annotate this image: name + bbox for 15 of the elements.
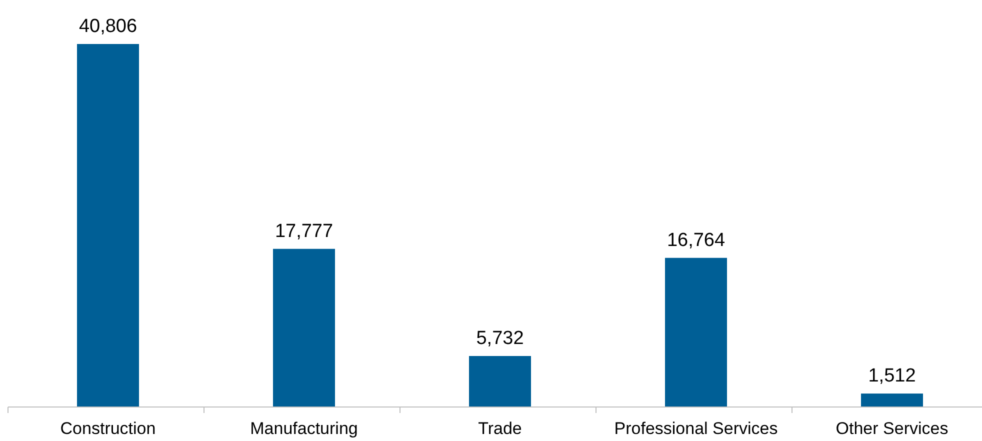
bar [469, 356, 531, 407]
x-tick-label: Manufacturing [250, 419, 358, 438]
bar [665, 258, 727, 407]
bar [861, 394, 923, 407]
data-label: 17,777 [274, 220, 334, 242]
x-tick-label: Professional Services [614, 419, 778, 438]
data-label: 40,806 [78, 16, 138, 37]
data-label: 1,512 [868, 366, 916, 387]
data-label: 16,764 [666, 230, 726, 251]
bar [77, 44, 139, 407]
data-label: 5,732 [476, 328, 524, 350]
x-tick-label: Trade [478, 419, 522, 438]
bar [273, 248, 335, 407]
x-tick-label: Construction [60, 419, 156, 438]
x-tick-label: Other Services [836, 419, 948, 438]
